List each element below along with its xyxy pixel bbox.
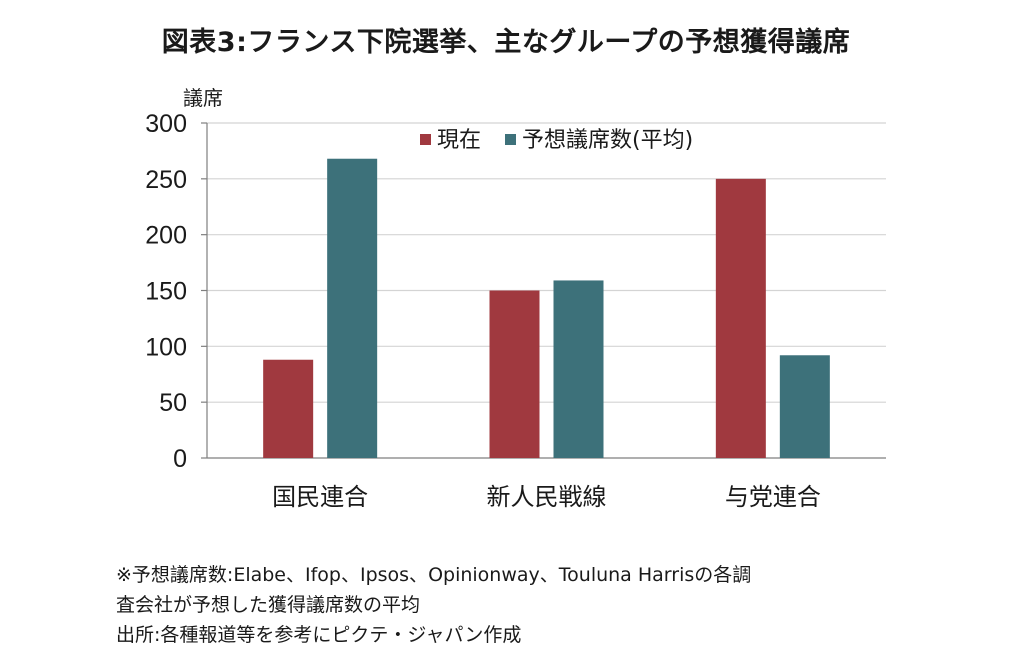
bars xyxy=(263,158,830,459)
footnote-line: 出所:各種報道等を参考にピクテ・ジャパン作成 xyxy=(116,624,522,646)
bar-chart: 0 50 100 150 200 250 300 国民連合 新人民戦線 与党連合 現在 予想議席数… xyxy=(145,110,886,511)
y-tick-label: 0 xyxy=(173,445,187,473)
grid-lines xyxy=(201,122,886,459)
y-tick-label: 100 xyxy=(145,333,187,361)
legend: 現在 予想議席数(平均) xyxy=(420,128,693,153)
bar xyxy=(263,359,314,458)
y-tick-label: 250 xyxy=(145,166,187,194)
legend-swatch xyxy=(505,134,516,145)
y-tick-label: 300 xyxy=(145,110,187,138)
bar xyxy=(489,290,540,458)
y-tick-label: 200 xyxy=(145,222,187,250)
y-axis-ticks: 0 50 100 150 200 250 300 xyxy=(145,110,187,473)
bar xyxy=(779,355,830,458)
legend-label: 現在 xyxy=(437,128,481,153)
footnotes: ※予想議席数:Elabe、Ifop、Ipsos、Opinionway、Toulu… xyxy=(116,560,751,650)
legend-label: 予想議席数(平均) xyxy=(522,128,693,153)
x-tick-label: 国民連合 xyxy=(272,483,368,511)
x-axis-ticks: 国民連合 新人民戦線 与党連合 xyxy=(272,483,821,511)
footnote-line: 査会社が予想した獲得議席数の平均 xyxy=(116,594,421,616)
y-tick-label: 50 xyxy=(159,389,187,417)
x-tick-label: 新人民戦線 xyxy=(487,483,607,511)
legend-swatch xyxy=(420,134,431,145)
bar xyxy=(553,280,604,458)
y-axis-unit-label: 議席 xyxy=(183,86,223,110)
footnote-line: ※予想議席数:Elabe、Ifop、Ipsos、Opinionway、Toulu… xyxy=(116,564,752,586)
x-tick-label: 与党連合 xyxy=(725,483,821,511)
bar xyxy=(327,158,378,458)
y-tick-label: 150 xyxy=(145,278,187,306)
chart-title: 図表3:フランス下院選挙、主なグループの予想獲得議席 xyxy=(161,27,851,58)
bar xyxy=(715,178,766,459)
